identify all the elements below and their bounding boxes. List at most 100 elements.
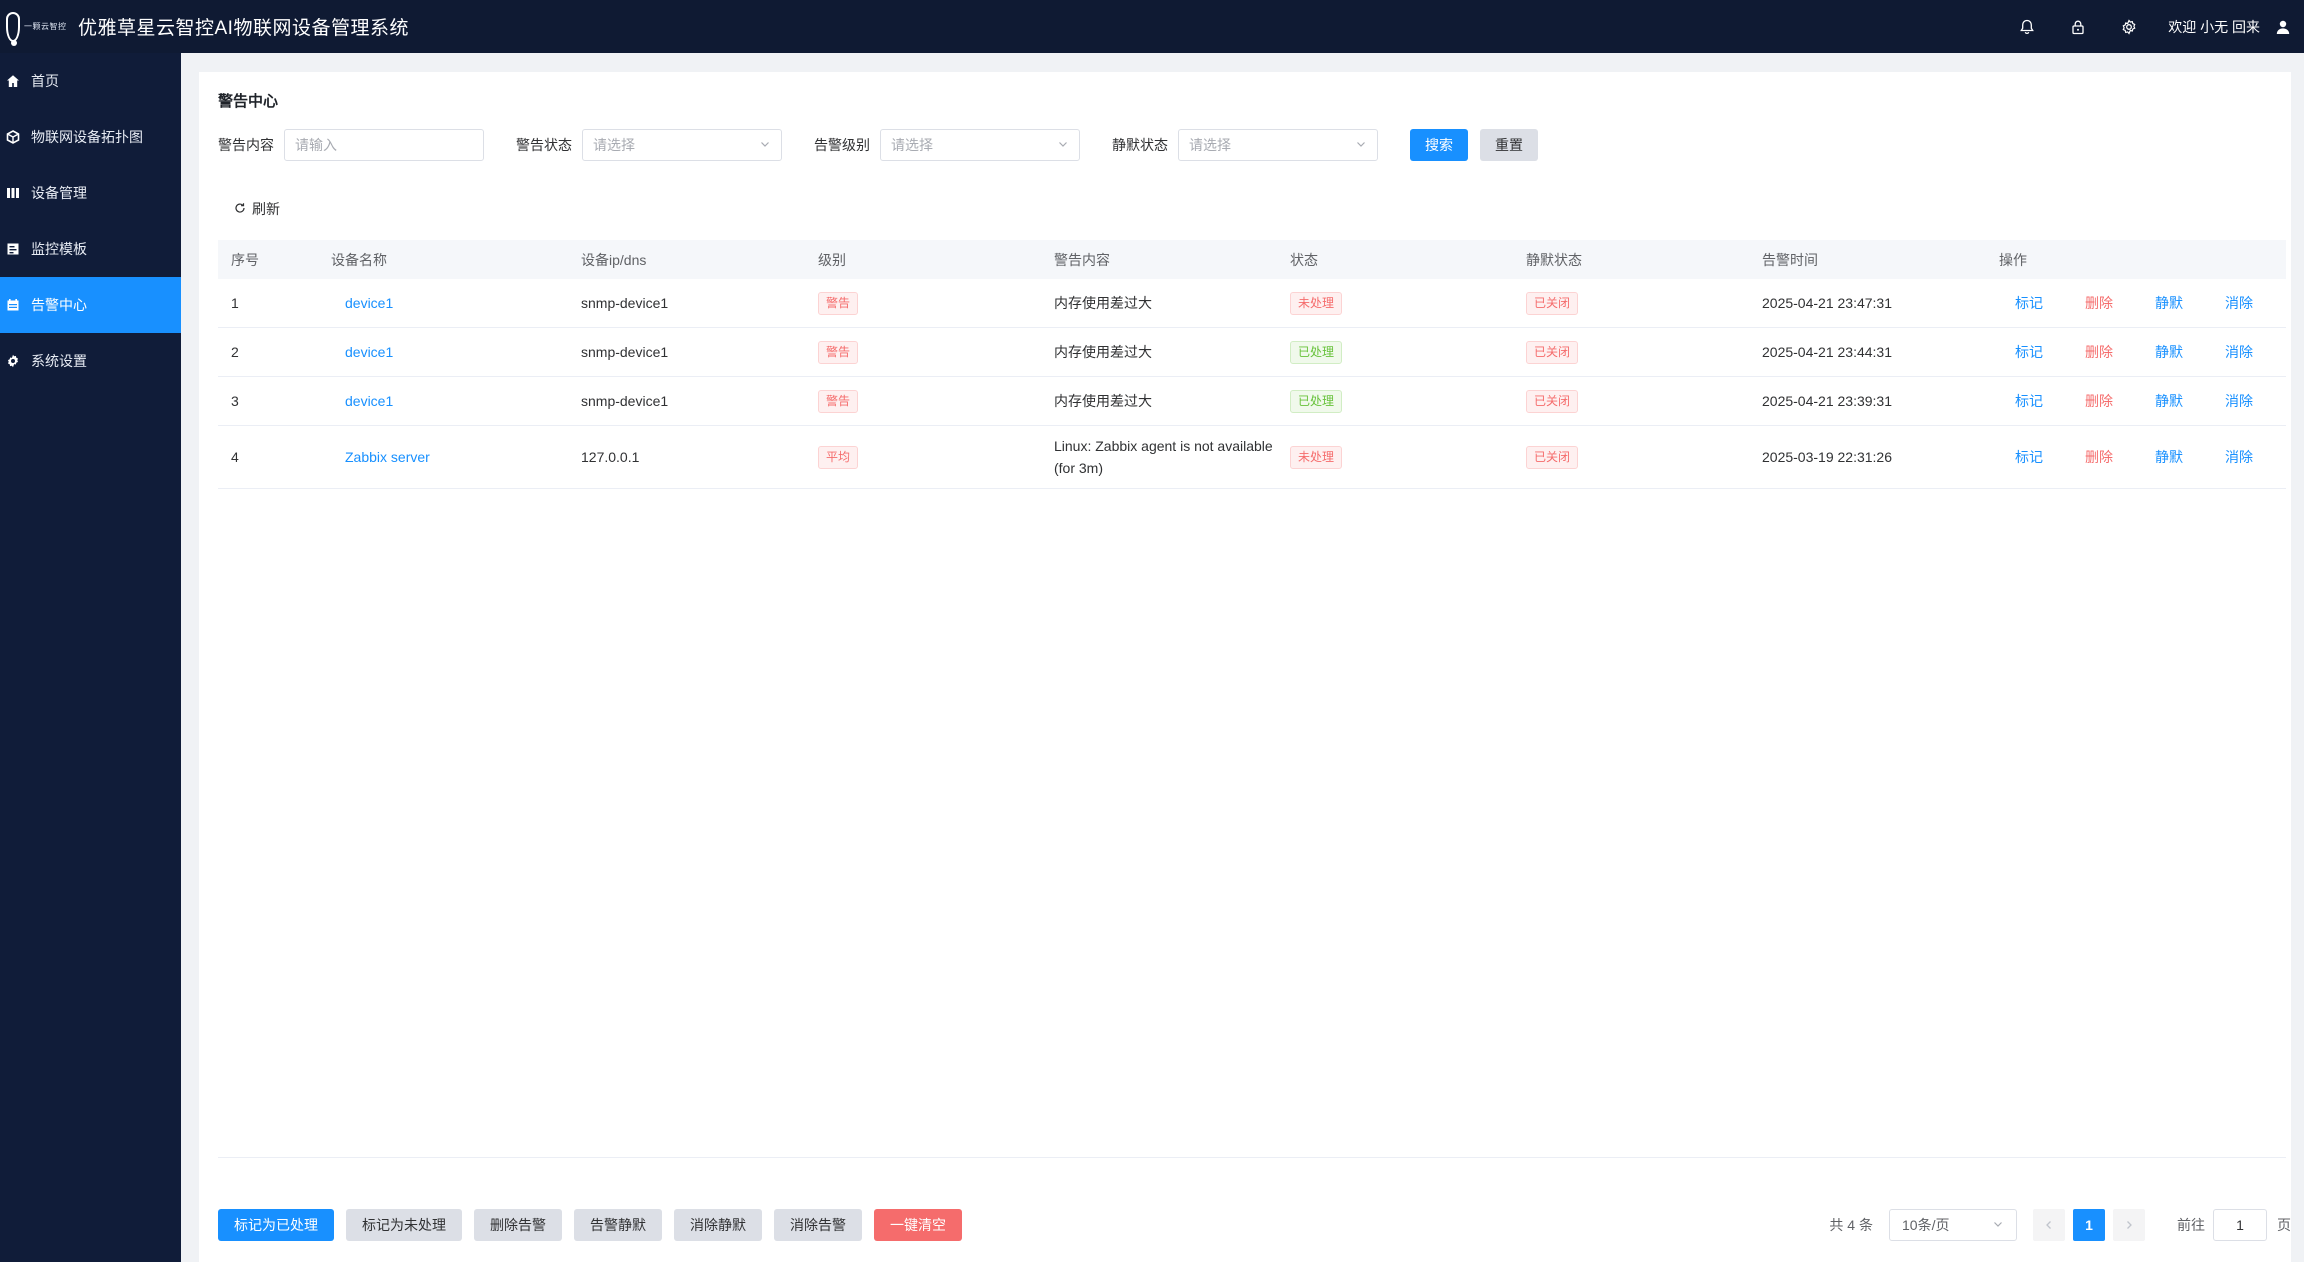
delete-link[interactable]: 删除 [2085, 393, 2113, 409]
sidebar-item-topology[interactable]: 物联网设备拓扑图 [0, 109, 181, 165]
unsilence-button[interactable]: 消除静默 [674, 1209, 762, 1241]
clear-link[interactable]: 消除 [2225, 393, 2253, 409]
mark-link[interactable]: 标记 [2015, 344, 2043, 360]
reset-button[interactable]: 重置 [1480, 129, 1538, 161]
column-header: 状态 [1290, 251, 1318, 268]
app-title: 优雅草星云智控AI物联网设备管理系统 [78, 18, 409, 39]
prev-page-button[interactable] [2033, 1209, 2065, 1241]
status-filter-label: 警告状态 [516, 137, 572, 153]
top-bar: 一颗云智控 优雅草星云智控AI物联网设备管理系统 欢迎 小无 回来 [0, 0, 2304, 53]
sidebar-item-label: 首页 [31, 73, 59, 89]
silence-tag: 已关闭 [1526, 340, 1579, 364]
mark-undone-button[interactable]: 标记为未处理 [346, 1209, 462, 1241]
content-filter-placeholder: 请输入 [295, 137, 337, 153]
logo-text: 一颗云智控 [24, 21, 67, 31]
silence-link[interactable]: 静默 [2155, 449, 2183, 465]
sidebar-item-alerts[interactable]: 告警中心 [0, 277, 181, 333]
total-count: 共 4 条 [1829, 1217, 1873, 1233]
alerts-table: 序号 设备名称 设备ip/dns 级别 警告内容 状态 静默状态 告警时间 操作… [218, 240, 2286, 489]
clear-alert-button[interactable]: 消除告警 [774, 1209, 862, 1241]
page-number-current[interactable]: 1 [2073, 1209, 2105, 1241]
content-filter-label: 警告内容 [218, 137, 274, 153]
user-icon[interactable] [2268, 0, 2298, 53]
delete-alert-button[interactable]: 删除告警 [474, 1209, 562, 1241]
content-filter-input[interactable]: 请输入 [284, 129, 484, 161]
cube-icon [6, 130, 20, 144]
level-tag: 警告 [818, 340, 859, 364]
alert-content: 内存使用差过大 [1054, 295, 1152, 311]
clear-link[interactable]: 消除 [2225, 295, 2253, 311]
template-icon [6, 242, 20, 256]
sidebar-item-label: 设备管理 [31, 185, 87, 201]
alert-time: 2025-04-21 23:47:31 [1762, 295, 1892, 311]
search-button[interactable]: 搜索 [1410, 129, 1468, 161]
column-header: 级别 [818, 251, 846, 268]
refresh-button[interactable]: 刷新 [234, 199, 280, 219]
status-tag: 未处理 [1290, 445, 1343, 469]
delete-link[interactable]: 删除 [2085, 295, 2113, 311]
sidebar-item-label: 系统设置 [31, 353, 87, 369]
device-name-link[interactable]: device1 [345, 295, 394, 311]
device-ip: snmp-device1 [581, 393, 669, 409]
row-number: 1 [231, 295, 239, 311]
sidebar-item-settings[interactable]: 系统设置 [0, 333, 181, 389]
column-header: 设备名称 [331, 251, 387, 268]
row-actions: 标记 删除 静默 消除 [1986, 342, 2286, 362]
welcome-text: 欢迎 小无 回来 [2168, 18, 2260, 35]
clear-link[interactable]: 消除 [2225, 344, 2253, 360]
app-logo[interactable]: 一颗云智控 [0, 0, 68, 53]
page-unit-label: 页 [2277, 1217, 2291, 1233]
next-page-button[interactable] [2113, 1209, 2145, 1241]
silence-link[interactable]: 静默 [2155, 295, 2183, 311]
column-header: 告警时间 [1762, 251, 1818, 268]
status-filter-select[interactable]: 请选择 [582, 129, 782, 161]
sidebar-item-devices[interactable]: 设备管理 [0, 165, 181, 221]
silence-tag: 已关闭 [1526, 445, 1579, 469]
mark-done-button[interactable]: 标记为已处理 [218, 1209, 334, 1241]
alert-content: Linux: Zabbix agent is not available (fo… [1054, 438, 1273, 476]
silence-filter-select[interactable]: 请选择 [1178, 129, 1378, 161]
page-size-value: 10条/页 [1902, 1217, 1950, 1233]
device-name-link[interactable]: device1 [345, 393, 394, 409]
bell-icon[interactable] [2001, 0, 2052, 53]
silence-alert-button[interactable]: 告警静默 [574, 1209, 662, 1241]
device-ip: 127.0.0.1 [581, 449, 640, 465]
sidebar-item-home[interactable]: 首页 [0, 53, 181, 109]
silence-link[interactable]: 静默 [2155, 393, 2183, 409]
device-name-link[interactable]: device1 [345, 344, 394, 360]
logo-mark-icon [6, 11, 20, 46]
delete-link[interactable]: 删除 [2085, 344, 2113, 360]
mark-link[interactable]: 标记 [2015, 449, 2043, 465]
table-row: 1 device1 snmp-device1 警告 内存使用差过大 未处理 已关… [218, 279, 2286, 328]
goto-label: 前往 [2177, 1217, 2205, 1233]
table-header: 序号 设备名称 设备ip/dns 级别 警告内容 状态 静默状态 告警时间 操作 [218, 240, 2286, 279]
clear-link[interactable]: 消除 [2225, 449, 2253, 465]
lock-icon[interactable] [2052, 0, 2103, 53]
silence-tag: 已关闭 [1526, 291, 1579, 315]
chevron-down-icon [1992, 1217, 2004, 1233]
sidebar-item-templates[interactable]: 监控模板 [0, 221, 181, 277]
chevron-down-icon [1355, 137, 1367, 153]
mark-link[interactable]: 标记 [2015, 295, 2043, 311]
settings-icon[interactable] [2103, 0, 2154, 53]
mark-link[interactable]: 标记 [2015, 393, 2043, 409]
row-number: 3 [231, 393, 239, 409]
clear-all-button[interactable]: 一键清空 [874, 1209, 962, 1241]
silence-filter-label: 静默状态 [1112, 137, 1168, 153]
sidebar-item-label: 监控模板 [31, 241, 87, 257]
alert-time: 2025-04-21 23:39:31 [1762, 393, 1892, 409]
header-actions: 欢迎 小无 回来 [2001, 0, 2304, 53]
page-size-select[interactable]: 10条/页 [1889, 1209, 2017, 1241]
chevron-down-icon [759, 137, 771, 153]
silence-link[interactable]: 静默 [2155, 344, 2183, 360]
status-tag: 已处理 [1290, 340, 1343, 364]
column-header: 静默状态 [1526, 251, 1582, 268]
delete-link[interactable]: 删除 [2085, 449, 2113, 465]
row-number: 2 [231, 344, 239, 360]
sidebar-item-label: 告警中心 [31, 297, 87, 313]
level-filter-select[interactable]: 请选择 [880, 129, 1080, 161]
column-header: 序号 [231, 251, 259, 268]
goto-page-input[interactable]: 1 [2213, 1209, 2267, 1241]
silence-tag: 已关闭 [1526, 389, 1579, 413]
device-name-link[interactable]: Zabbix server [345, 449, 430, 465]
